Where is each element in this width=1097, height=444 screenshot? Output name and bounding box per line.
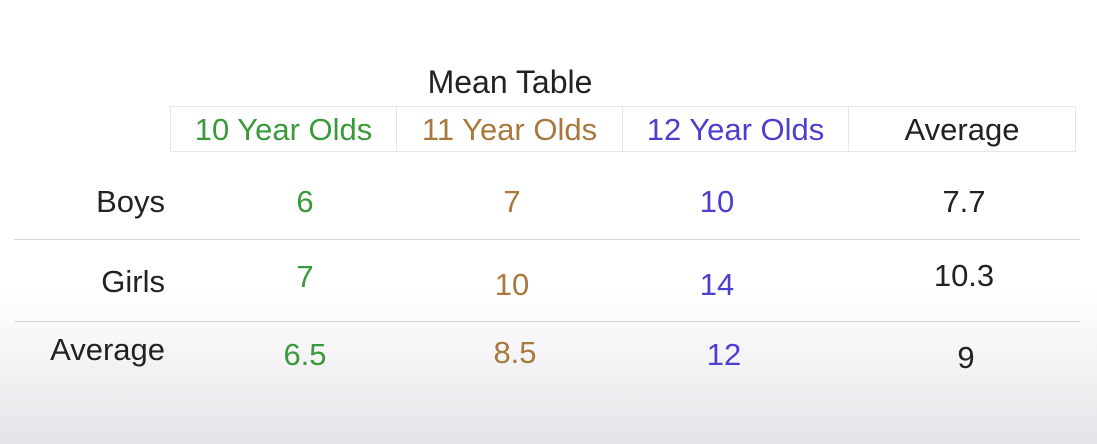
cell-girls-12: 14 (699, 267, 735, 302)
cell-boys-10: 6 (296, 184, 314, 219)
cell-average-12: 12 (706, 337, 742, 372)
column-header-11-year-olds: 11 Year Olds (397, 107, 623, 151)
cell-girls-average: 10.3 (933, 258, 995, 293)
row-divider (14, 321, 1080, 322)
cell-girls-11: 10 (494, 267, 530, 302)
cell-average-10: 6.5 (283, 337, 327, 372)
row-divider (14, 239, 1080, 240)
column-header-row: 10 Year Olds 11 Year Olds 12 Year Olds A… (170, 106, 1076, 152)
row-label-girls: Girls (101, 264, 165, 299)
cell-average-average: 9 (957, 340, 975, 375)
cell-boys-11: 7 (503, 184, 521, 219)
row-label-boys: Boys (96, 184, 165, 219)
cell-girls-10: 7 (296, 259, 314, 294)
row-label-average: Average (50, 332, 165, 367)
table-title: Mean Table (427, 64, 593, 100)
cell-average-11: 8.5 (493, 335, 537, 370)
column-header-10-year-olds: 10 Year Olds (171, 107, 397, 151)
column-header-12-year-olds: 12 Year Olds (623, 107, 849, 151)
column-header-average: Average (904, 112, 1020, 147)
cell-boys-average: 7.7 (942, 184, 986, 219)
cell-boys-12: 10 (699, 184, 735, 219)
